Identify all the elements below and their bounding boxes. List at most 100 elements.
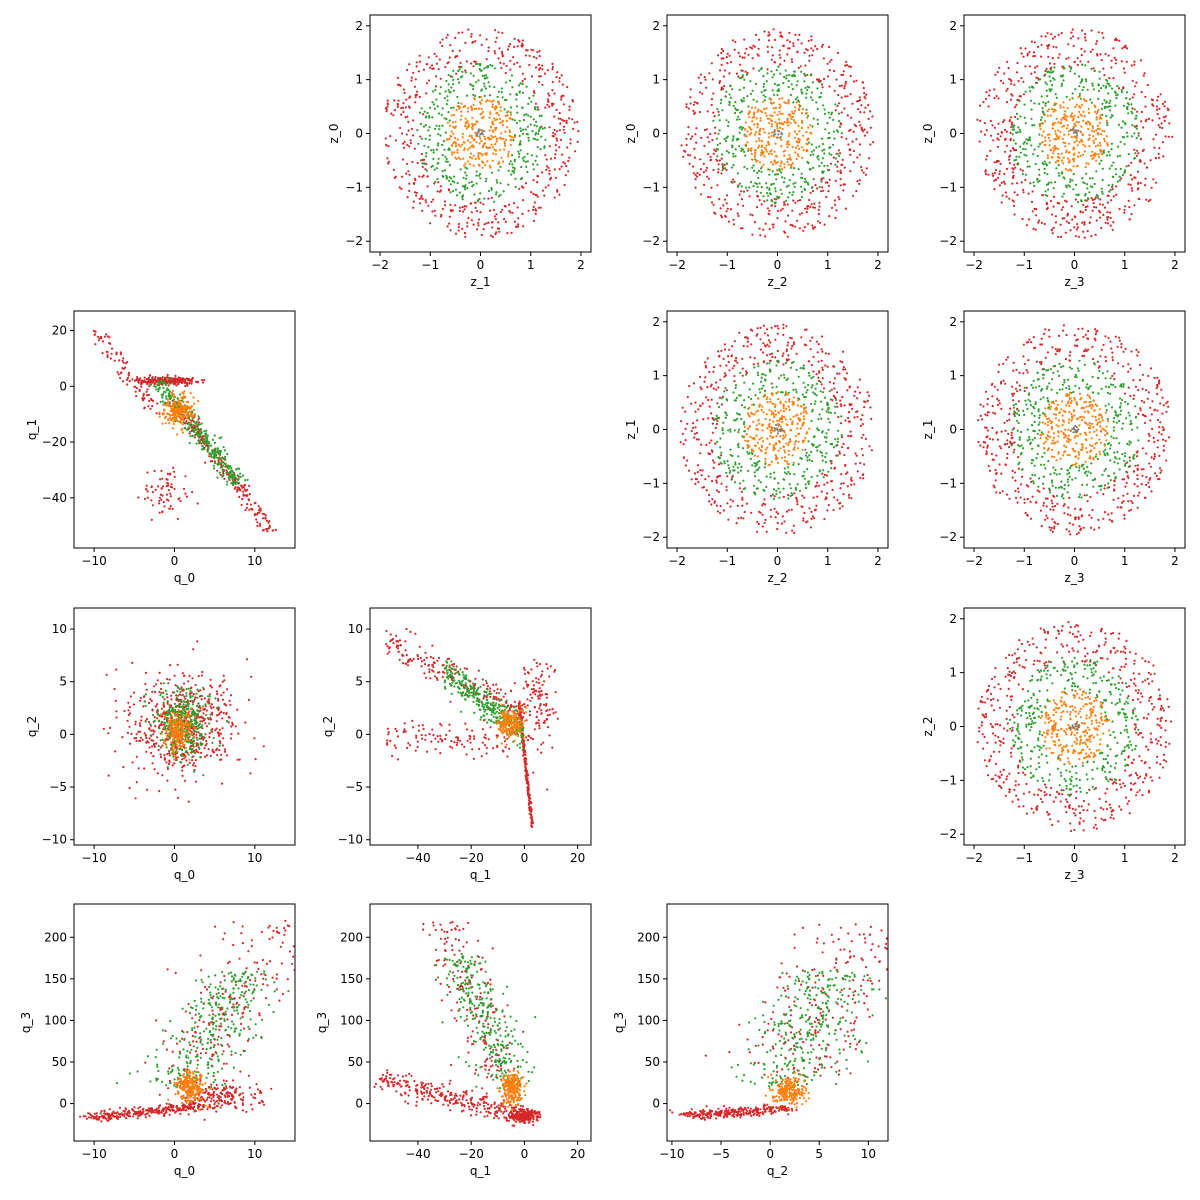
data-point xyxy=(428,134,431,137)
data-point xyxy=(554,176,558,179)
series-0 xyxy=(680,28,875,238)
data-point xyxy=(210,453,213,456)
data-point xyxy=(532,192,535,195)
data-point xyxy=(849,128,852,131)
data-point xyxy=(1088,111,1091,115)
data-point xyxy=(806,160,809,163)
data-point xyxy=(1019,130,1022,133)
data-point xyxy=(505,119,508,122)
data-point xyxy=(414,101,417,104)
data-point xyxy=(766,207,770,210)
data-point xyxy=(839,152,842,155)
data-point xyxy=(431,210,434,213)
data-point xyxy=(154,380,158,383)
data-point xyxy=(457,78,460,81)
data-point xyxy=(983,122,986,125)
data-point xyxy=(727,121,730,124)
data-point xyxy=(1100,152,1104,156)
data-point xyxy=(772,73,776,76)
data-point xyxy=(1089,98,1092,101)
data-point xyxy=(741,100,744,103)
data-point xyxy=(817,208,820,211)
data-point xyxy=(787,341,790,344)
data-point xyxy=(840,96,843,99)
data-point xyxy=(1084,64,1087,67)
data-point xyxy=(499,165,502,168)
data-point xyxy=(823,152,826,155)
data-point xyxy=(94,330,97,333)
data-point xyxy=(1012,128,1016,131)
data-point xyxy=(740,198,744,201)
data-point xyxy=(810,47,813,50)
data-point xyxy=(491,159,494,162)
data-point xyxy=(740,185,743,188)
data-point xyxy=(502,137,505,140)
data-point xyxy=(818,165,821,168)
data-point xyxy=(719,504,722,508)
data-point xyxy=(764,112,767,115)
data-point xyxy=(274,528,277,532)
data-point xyxy=(751,57,754,60)
data-point xyxy=(824,364,827,367)
data-point xyxy=(807,137,810,140)
data-point xyxy=(406,162,409,165)
data-point xyxy=(988,94,991,97)
data-point xyxy=(1133,63,1136,66)
data-point xyxy=(518,90,521,93)
data-point xyxy=(1136,182,1140,185)
data-point xyxy=(429,66,432,69)
data-point xyxy=(694,410,697,413)
data-point xyxy=(1064,141,1067,145)
data-point xyxy=(122,380,125,383)
data-point xyxy=(787,120,790,123)
data-point xyxy=(1157,156,1161,159)
data-point xyxy=(438,190,441,193)
data-point xyxy=(413,85,416,88)
data-point xyxy=(688,162,691,165)
data-point xyxy=(1163,105,1166,108)
data-point xyxy=(809,168,812,171)
data-point xyxy=(514,185,517,189)
data-point xyxy=(690,402,693,405)
data-point xyxy=(1147,200,1150,203)
data-point xyxy=(1044,190,1047,193)
data-point xyxy=(539,148,542,151)
data-point xyxy=(1045,164,1048,167)
data-point xyxy=(757,132,761,135)
data-point xyxy=(211,438,214,441)
data-point xyxy=(733,180,736,183)
data-point xyxy=(503,144,507,147)
data-point xyxy=(488,99,491,102)
data-point xyxy=(748,186,751,189)
data-point xyxy=(859,98,862,102)
data-point xyxy=(139,377,142,380)
data-point xyxy=(854,124,858,128)
data-point xyxy=(1048,71,1051,74)
data-point xyxy=(1053,62,1056,65)
data-point xyxy=(477,163,480,166)
data-point xyxy=(536,138,539,141)
data-point xyxy=(212,453,216,456)
data-point xyxy=(1089,185,1092,188)
data-point xyxy=(173,487,176,491)
data-point xyxy=(228,471,231,474)
data-point xyxy=(236,467,239,470)
y-axis-label: q_1 xyxy=(25,419,39,440)
data-point xyxy=(1144,95,1147,98)
data-point xyxy=(217,457,220,460)
data-point xyxy=(786,117,789,120)
data-point xyxy=(792,173,795,176)
data-point xyxy=(477,221,480,224)
data-point xyxy=(728,103,731,106)
x-tick-label: 1 xyxy=(1121,258,1129,272)
data-point xyxy=(1011,133,1014,136)
data-point xyxy=(504,71,507,75)
data-point xyxy=(765,144,768,147)
data-point xyxy=(742,204,745,207)
data-point xyxy=(165,477,168,481)
data-point xyxy=(820,180,823,183)
data-point xyxy=(146,394,149,397)
data-point xyxy=(681,406,684,409)
data-point xyxy=(450,86,453,89)
data-point xyxy=(689,102,692,105)
